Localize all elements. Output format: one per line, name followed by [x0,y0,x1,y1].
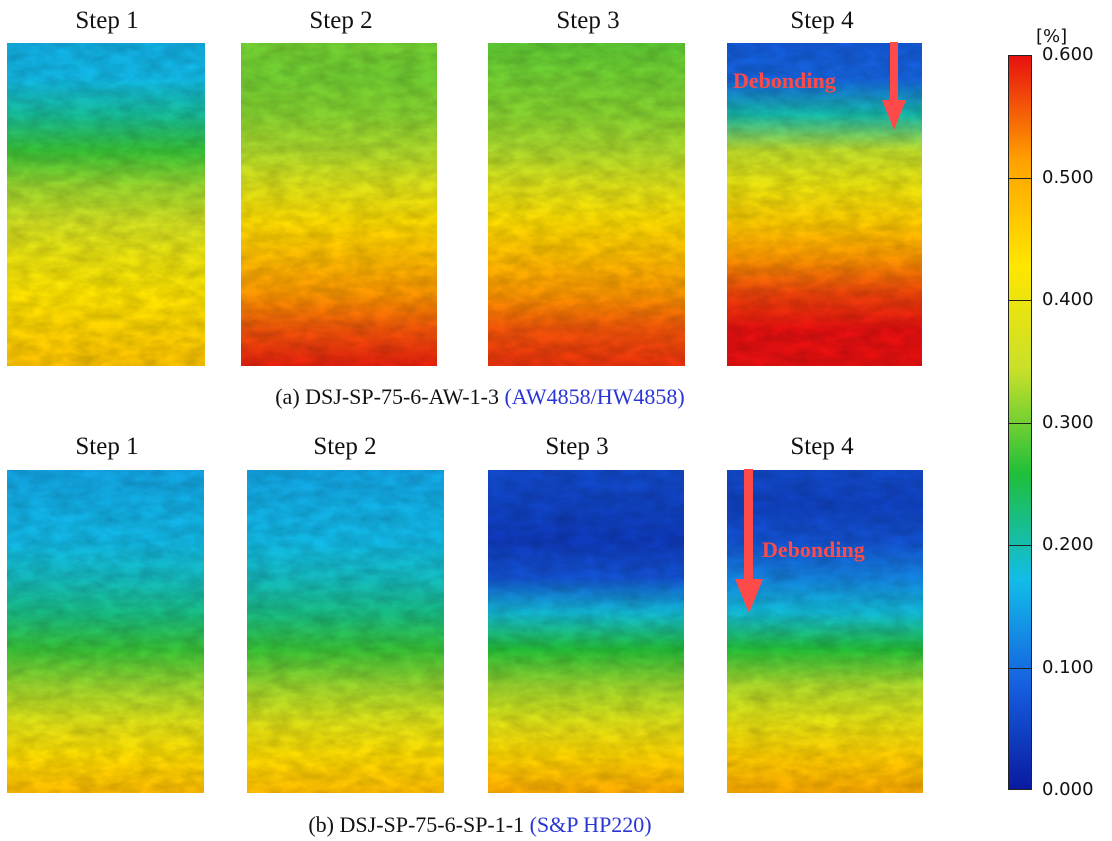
colorbar-tick-label: 0.000 [1042,779,1094,800]
caption-b-specimen: (b) DSJ-SP-75-6-SP-1-1 [308,812,530,837]
step-title-a4: Step 4 [790,7,854,34]
step-title-b4: Step 4 [790,433,854,460]
strain-map-a-step2 [241,43,437,366]
colorbar-tick-line [1008,422,1032,424]
colorbar-unit: [%] [1036,26,1068,47]
caption-a-specimen: (a) DSJ-SP-75-6-AW-1-3 [275,384,505,409]
step-title-a3: Step 3 [556,7,620,34]
colorbar-tick-line [1008,545,1032,546]
caption-b-material: (S&P HP220) [529,812,652,837]
strain-map-b-step1 [7,470,204,793]
strain-map-b-step2 [247,470,444,793]
strain-map-b-step3 [488,470,684,793]
strain-map-b-step4 [727,470,923,793]
colorbar-tick-label: 0.600 [1042,44,1094,65]
step-title-a1: Step 1 [75,7,139,34]
colorbar-tick-label: 0.100 [1042,656,1094,678]
step-title-b3: Step 3 [545,433,609,460]
caption-b: (b) DSJ-SP-75-6-SP-1-1 (S&P HP220) [0,812,960,838]
colorbar-tick-label: 0.500 [1042,166,1094,188]
colorbar-tick-label: 0.300 [1042,411,1094,433]
debonding-annotation-b: Debonding [762,537,865,562]
step-title-a2: Step 2 [309,7,373,34]
colorbar-tick-line [1008,300,1032,301]
caption-a: (a) DSJ-SP-75-6-AW-1-3 (AW4858/HW4858) [0,384,960,410]
debonding-annotation-a: Debonding [733,68,836,93]
colorbar-tick-label: 0.200 [1042,534,1094,555]
step-title-b2: Step 2 [313,433,377,460]
colorbar-tick-line [1008,667,1032,669]
step-title-b1: Step 1 [75,433,139,460]
colorbar-tick-line [1008,177,1032,179]
caption-a-material: (AW4858/HW4858) [504,384,685,409]
colorbar-tick-label: 0.400 [1042,289,1094,310]
strain-map-a-step3 [488,43,685,366]
debonding-arrow-b [735,469,763,613]
debonding-arrow-a [882,42,906,130]
strain-map-a-step1 [7,43,205,366]
strain-map-a-step4 [727,43,922,366]
